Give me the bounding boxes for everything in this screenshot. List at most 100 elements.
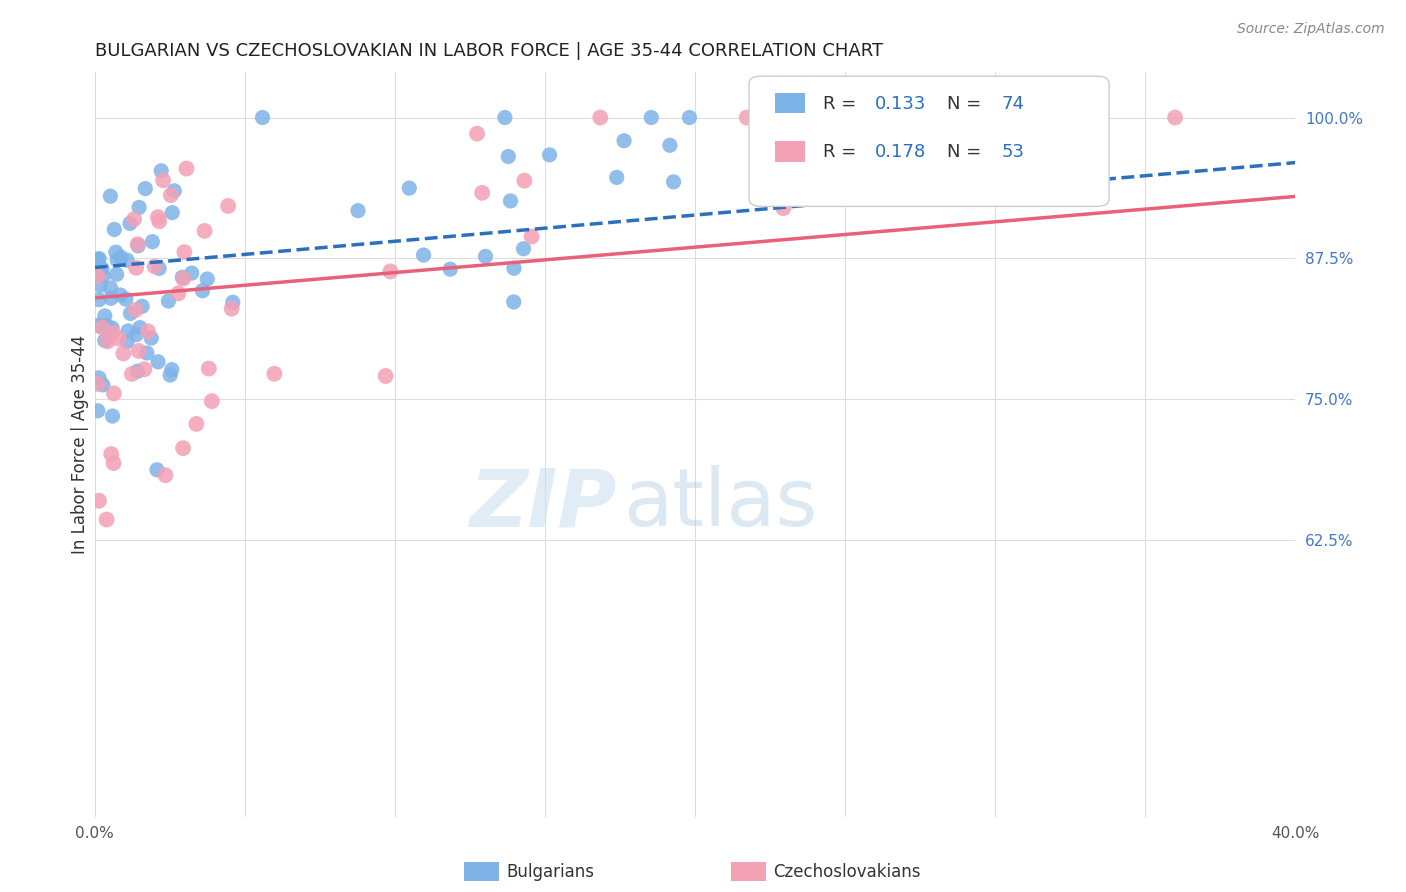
Point	[87, 318, 110, 333]
Point	[136, 325, 159, 339]
Point	[146, 210, 169, 224]
Point	[120, 306, 142, 320]
Point	[127, 364, 149, 378]
Text: R =: R =	[824, 95, 856, 112]
Point	[159, 368, 181, 383]
Point	[118, 216, 141, 230]
Y-axis label: In Labor Force | Age 35-44: In Labor Force | Age 35-44	[72, 335, 89, 554]
Point	[172, 271, 194, 285]
Point	[471, 186, 494, 200]
Point	[494, 111, 516, 125]
Point	[134, 362, 156, 376]
Point	[658, 138, 681, 153]
Point	[115, 253, 138, 268]
Point	[129, 320, 152, 334]
Point	[222, 295, 245, 310]
Point	[347, 203, 370, 218]
Point	[412, 248, 434, 262]
Point	[128, 343, 150, 358]
Point	[107, 332, 129, 346]
Point	[141, 235, 163, 249]
Point	[87, 252, 110, 267]
Point	[127, 239, 149, 253]
Point	[125, 260, 148, 275]
Point	[221, 301, 243, 316]
Point	[758, 162, 780, 177]
Text: N =: N =	[948, 95, 981, 112]
Point	[91, 378, 114, 392]
Point	[191, 284, 214, 298]
Point	[172, 441, 194, 455]
Point	[103, 456, 125, 470]
Point	[1164, 111, 1187, 125]
Point	[217, 199, 239, 213]
Point	[94, 309, 117, 323]
Point	[150, 163, 173, 178]
Point	[167, 286, 190, 301]
Point	[520, 229, 543, 244]
Point	[91, 269, 114, 284]
Point	[186, 417, 208, 431]
Point	[100, 447, 122, 461]
Point	[512, 242, 534, 256]
Point	[134, 181, 156, 195]
Text: 53: 53	[1001, 143, 1024, 161]
Point	[110, 250, 132, 264]
Point	[101, 409, 124, 423]
Point	[89, 252, 111, 266]
Point	[499, 194, 522, 208]
Point	[374, 369, 396, 384]
Point	[180, 266, 202, 280]
Point	[87, 376, 110, 391]
Point	[640, 111, 662, 125]
Point	[91, 261, 114, 276]
Point	[194, 224, 217, 238]
Point	[101, 321, 124, 335]
Point	[799, 111, 821, 125]
Point	[163, 184, 186, 198]
Point	[977, 111, 1000, 125]
Text: Bulgarians: Bulgarians	[506, 863, 595, 881]
Text: 0.133: 0.133	[875, 95, 927, 112]
Point	[87, 293, 110, 307]
Point	[148, 261, 170, 276]
Point	[101, 326, 124, 340]
Point	[503, 261, 526, 276]
Point	[105, 253, 128, 268]
Point	[538, 148, 561, 162]
Point	[606, 170, 628, 185]
Text: 74: 74	[1001, 95, 1024, 112]
Point	[195, 272, 218, 286]
Point	[398, 181, 420, 195]
Point	[439, 262, 461, 277]
Point	[125, 327, 148, 342]
Point	[100, 281, 122, 295]
Point	[87, 493, 110, 508]
Point	[589, 111, 612, 125]
Point	[613, 134, 636, 148]
Point	[127, 237, 149, 252]
Text: Source: ZipAtlas.com: Source: ZipAtlas.com	[1237, 22, 1385, 37]
Point	[160, 188, 183, 202]
Point	[263, 367, 285, 381]
Point	[87, 403, 110, 417]
Point	[146, 463, 169, 477]
Point	[100, 291, 122, 305]
Point	[91, 320, 114, 334]
Point	[128, 201, 150, 215]
FancyBboxPatch shape	[749, 76, 1109, 206]
Point	[121, 367, 143, 381]
Point	[96, 512, 118, 526]
Point	[380, 264, 402, 278]
Text: ZIP: ZIP	[470, 465, 617, 543]
Point	[110, 288, 132, 302]
Point	[172, 270, 194, 285]
Point	[157, 294, 180, 309]
Point	[662, 175, 685, 189]
Point	[502, 294, 524, 309]
Text: 0.178: 0.178	[875, 143, 927, 161]
Point	[103, 222, 125, 236]
Point	[465, 127, 488, 141]
Point	[513, 174, 536, 188]
Point	[96, 318, 118, 333]
